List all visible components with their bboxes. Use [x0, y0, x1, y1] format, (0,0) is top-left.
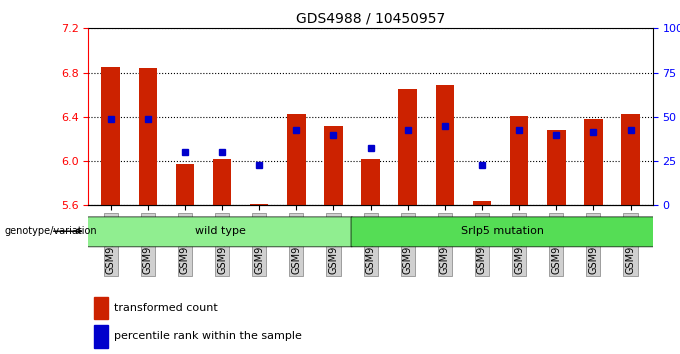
Bar: [287, 114, 305, 205]
Bar: [436, 85, 454, 205]
Bar: [213, 159, 231, 205]
Bar: [101, 67, 120, 205]
Title: GDS4988 / 10450957: GDS4988 / 10450957: [296, 12, 445, 26]
Bar: [547, 130, 566, 205]
Bar: [94, 297, 108, 319]
Bar: [584, 119, 602, 205]
Bar: [473, 201, 491, 205]
FancyBboxPatch shape: [88, 217, 352, 247]
Bar: [361, 159, 380, 205]
Bar: [175, 164, 194, 205]
Text: Srlp5 mutation: Srlp5 mutation: [461, 226, 544, 236]
Bar: [139, 68, 157, 205]
Text: transformed count: transformed count: [114, 303, 218, 313]
Bar: [510, 116, 528, 205]
FancyBboxPatch shape: [351, 217, 653, 247]
Text: wild type: wild type: [194, 226, 245, 236]
Bar: [622, 114, 640, 205]
Text: percentile rank within the sample: percentile rank within the sample: [114, 331, 302, 341]
Bar: [250, 204, 269, 205]
Bar: [398, 89, 417, 205]
Bar: [324, 126, 343, 205]
Text: genotype/variation: genotype/variation: [5, 226, 97, 236]
Bar: [94, 325, 108, 348]
